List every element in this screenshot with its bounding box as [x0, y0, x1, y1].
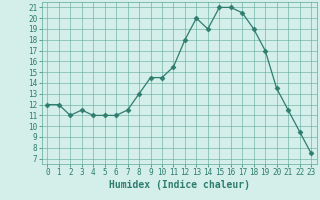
X-axis label: Humidex (Indice chaleur): Humidex (Indice chaleur): [109, 180, 250, 190]
